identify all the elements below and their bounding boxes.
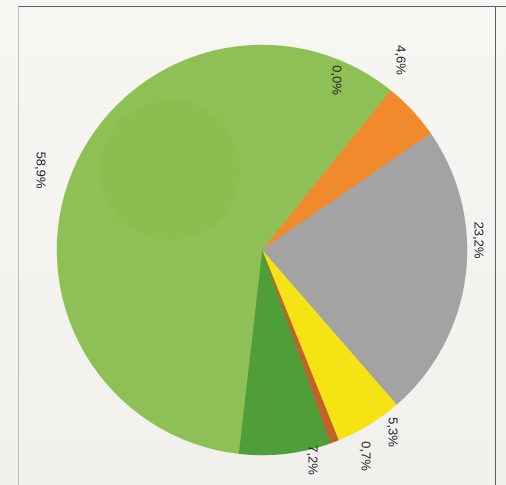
pie-label-589: 58,9% <box>34 152 49 189</box>
pie-label-53: 5,3% <box>386 417 401 447</box>
pie-label-00: 0,0% <box>330 65 345 95</box>
pie-shading <box>100 100 240 240</box>
page-frame-left-line <box>18 6 19 485</box>
pie-label-232: 23,2% <box>472 222 487 259</box>
pie-slice-589 <box>56 44 391 454</box>
pie-label-72: 7,2% <box>306 445 321 475</box>
page-frame-top-line <box>18 6 506 7</box>
pie-labels: 4,6% 23,2% 5,3% 0,7% 7,2% 58,9% 0,0% <box>34 45 487 475</box>
pie-label-07: 0,7% <box>359 441 374 471</box>
pie-slice-232 <box>261 133 468 406</box>
pie-slices <box>56 44 468 456</box>
page-frame-right-line <box>495 6 496 485</box>
pie-label-46: 4,6% <box>394 45 409 75</box>
